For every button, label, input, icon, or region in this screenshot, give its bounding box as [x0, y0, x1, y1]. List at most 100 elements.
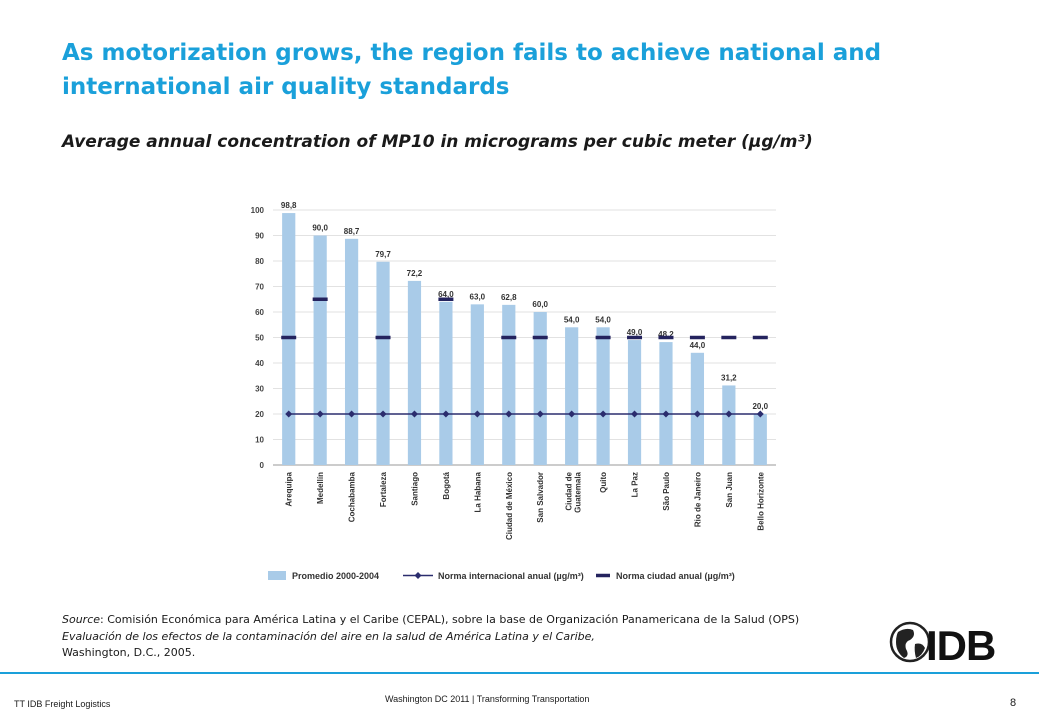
x-axis-category-labels: Arequipa Medellín Cochabamba Fortaleza Santi… — [285, 471, 766, 540]
bar-value-label: 64,0 — [438, 290, 454, 299]
page-number: 8 — [1010, 697, 1017, 709]
international-norm-line — [285, 410, 764, 418]
x-tick-label: Ciudad deGuatemala — [565, 471, 583, 512]
bar-5 — [439, 301, 453, 465]
legend-swatch-intl-marker — [414, 572, 422, 579]
bar-3 — [376, 261, 390, 465]
source-label: Source — [62, 613, 101, 626]
idb-logo-text: IDB — [926, 622, 995, 666]
intl-norm-marker — [410, 410, 418, 418]
x-tick-label: La Habana — [473, 471, 482, 512]
x-tick-label: Cochabamba — [348, 471, 357, 522]
bar-value-label: 79,7 — [375, 250, 391, 259]
bar-value-label: 60,0 — [532, 300, 548, 309]
intl-norm-marker — [505, 410, 513, 418]
y-tick-label: 20 — [255, 410, 264, 419]
bar-14 — [722, 385, 736, 465]
bar-13 — [690, 352, 705, 465]
bar-value-label: 31,2 — [721, 373, 737, 382]
intl-norm-marker — [285, 410, 293, 418]
y-tick-label: 10 — [255, 436, 264, 445]
bar-value-label: 88,7 — [344, 227, 360, 236]
y-tick-label: 30 — [255, 385, 264, 394]
bar-7 — [502, 304, 516, 465]
bar-value-label: 98,8 — [281, 201, 297, 210]
intl-norm-marker — [379, 410, 387, 418]
intl-norm-marker — [536, 410, 544, 418]
x-tick-label: Fortaleza — [379, 471, 388, 507]
legend-label-intl: Norma internacional anual (µg/m³) — [438, 571, 584, 581]
y-axis-ticks: 0 10 20 30 40 50 60 70 80 90 100 — [251, 206, 265, 470]
y-tick-label: 0 — [260, 461, 265, 470]
legend-label-city: Norma ciudad anual (µg/m³) — [616, 571, 735, 581]
intl-norm-marker — [756, 410, 764, 418]
y-tick-label: 50 — [255, 334, 264, 343]
y-tick-label: 60 — [255, 308, 264, 317]
slide-subtitle: Average annual concentration of MP10 in … — [62, 132, 813, 152]
intl-norm-marker — [631, 410, 639, 418]
source-line-2: Evaluación de los efectos de la contamin… — [62, 629, 595, 643]
intl-norm-marker — [662, 410, 670, 418]
bar-value-label: 72,2 — [407, 269, 423, 278]
legend-swatch-bar — [268, 571, 286, 580]
bar-value-label: 20,0 — [752, 402, 768, 411]
source-line-3: Washington, D.C., 2005. — [62, 646, 196, 659]
footer-left-text: TT IDB Freight Logistics — [14, 699, 111, 709]
bar-4 — [407, 280, 422, 465]
globe-icon — [889, 621, 931, 663]
x-tick-label: Rio de Janeiro — [693, 472, 702, 527]
x-tick-label: Ciudad de México — [505, 472, 514, 540]
bar-1 — [313, 235, 327, 465]
x-tick-label: São Paulo — [662, 472, 671, 511]
bar-value-label: 44,0 — [690, 341, 706, 350]
bars — [282, 213, 767, 465]
x-tick-label: Arequipa — [285, 471, 294, 506]
city-norm-dashes — [281, 297, 768, 340]
intl-norm-marker — [473, 410, 481, 418]
source-line-1-text: : Comisión Económica para América Latina… — [100, 613, 800, 626]
chart-legend: Promedio 2000-2004 Norma internacional a… — [268, 571, 735, 581]
legend-label-bar: Promedio 2000-2004 — [292, 571, 379, 581]
x-tick-label: Santiago — [410, 472, 419, 506]
bar-value-label: 54,0 — [595, 315, 611, 324]
bar-value-label: 48,2 — [658, 330, 674, 339]
y-tick-label: 100 — [251, 206, 265, 215]
footer-center-text: Washington DC 2011 | Transforming Transp… — [385, 694, 590, 704]
intl-norm-marker — [442, 410, 450, 418]
footer-divider — [0, 672, 1039, 674]
bar-11 — [627, 340, 642, 465]
intl-norm-marker — [316, 410, 324, 418]
bar-value-label: 54,0 — [564, 315, 580, 324]
bar-value-label: 63,0 — [470, 292, 486, 301]
mp10-bar-chart: 0 10 20 30 40 50 60 70 80 90 100 98,8 90,0 88,7 79,7 7… — [251, 201, 776, 581]
x-tick-label: San Salvador — [536, 472, 545, 523]
intl-norm-marker — [599, 410, 607, 418]
y-tick-label: 90 — [255, 232, 264, 241]
x-tick-label: Bogotá — [442, 471, 451, 499]
bar-value-label: 49,0 — [627, 328, 643, 337]
y-tick-label: 70 — [255, 283, 264, 292]
source-line-1: Source: Comisión Económica para América … — [62, 612, 862, 629]
x-tick-label: Medellín — [316, 472, 325, 504]
y-tick-label: 40 — [255, 359, 264, 368]
bar-8 — [533, 312, 547, 465]
intl-norm-marker — [725, 410, 733, 418]
x-tick-label: Quito — [599, 472, 608, 493]
bar-2 — [344, 238, 359, 465]
x-tick-label: La Paz — [631, 472, 640, 497]
slide-title: As motorization grows, the region fails … — [62, 40, 882, 100]
y-tick-label: 80 — [255, 257, 264, 266]
bar-9 — [565, 327, 579, 465]
source-note: Source: Comisión Económica para América … — [62, 612, 862, 662]
bar-value-labels: 98,8 90,0 88,7 79,7 72,2 64,0 63,0 62,8 60,0 54,0… — [281, 201, 769, 411]
bar-15 — [753, 414, 767, 465]
bar-value-label: 62,8 — [501, 293, 517, 302]
intl-norm-marker — [693, 410, 701, 418]
x-tick-label: Bello Horizonte — [756, 471, 765, 530]
bar-value-label: 90,0 — [312, 224, 328, 233]
idb-logo: IDB — [889, 621, 996, 666]
x-tick-label: San Juan — [725, 472, 734, 508]
bar-12 — [659, 342, 673, 465]
intl-norm-marker — [568, 410, 576, 418]
bar-6 — [470, 304, 484, 465]
